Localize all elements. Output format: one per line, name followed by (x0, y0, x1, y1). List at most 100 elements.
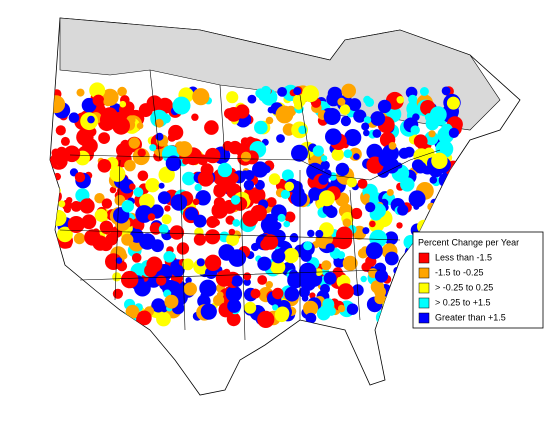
data-cell (346, 303, 359, 315)
data-cell (374, 269, 389, 283)
data-cell (121, 270, 139, 289)
legend-swatch (418, 252, 430, 264)
data-cell (99, 111, 118, 129)
data-cell (163, 250, 175, 263)
data-cell (323, 108, 341, 125)
data-cell (240, 151, 252, 162)
data-cell (408, 94, 418, 104)
data-cell (125, 304, 140, 319)
data-cell (433, 217, 449, 233)
data-cell (121, 233, 134, 246)
data-cell (103, 97, 113, 107)
data-cell (265, 116, 274, 125)
data-cell (339, 104, 351, 115)
data-cell (439, 191, 450, 202)
data-cell (322, 203, 334, 216)
data-cell (344, 129, 362, 147)
legend-box (412, 231, 544, 329)
data-cell (372, 129, 382, 138)
data-cell (429, 106, 447, 123)
data-cell (183, 282, 197, 296)
data-cell (353, 153, 360, 160)
data-cell (438, 191, 446, 199)
data-cell (156, 311, 171, 327)
data-cell (192, 198, 200, 206)
data-cell (55, 125, 66, 136)
data-cell (161, 214, 172, 225)
data-cell (308, 187, 322, 201)
data-cell (396, 314, 406, 324)
data-cell (94, 208, 108, 222)
data-cell (413, 134, 428, 149)
data-cell (105, 232, 118, 246)
data-cell (284, 211, 296, 223)
data-cell (253, 120, 268, 135)
data-cell (312, 145, 324, 157)
legend-swatch (418, 312, 430, 324)
data-cell (431, 152, 448, 169)
data-cell (414, 161, 427, 174)
data-cell (242, 210, 259, 227)
data-cell (397, 297, 407, 306)
data-cell (129, 183, 136, 190)
data-cell (197, 170, 214, 187)
data-cell (164, 294, 179, 309)
data-cell (402, 295, 409, 302)
data-cell (336, 226, 353, 244)
data-cell (196, 258, 205, 267)
data-cell (76, 128, 94, 146)
data-cell (363, 95, 372, 104)
data-cell (397, 204, 409, 216)
data-cell (167, 133, 176, 142)
data-cell (169, 225, 185, 240)
data-cell (435, 208, 447, 220)
data-cell (92, 94, 105, 107)
data-cell (89, 82, 106, 99)
data-cell (320, 160, 330, 170)
data-cell (73, 232, 86, 245)
data-cell (335, 162, 350, 177)
data-cell (331, 148, 344, 161)
data-cell (400, 177, 415, 192)
legend: Percent Change per Year Less than -1.5 -1… (412, 231, 544, 329)
data-cell (136, 310, 152, 326)
data-cell (94, 193, 105, 204)
data-cell (362, 227, 370, 235)
legend-label: > 0.25 to +1.5 (435, 297, 491, 307)
data-cell (149, 144, 157, 152)
data-cell (101, 198, 113, 209)
data-cell (386, 189, 394, 196)
data-cell (283, 220, 291, 228)
data-cell (441, 86, 451, 96)
data-cell (281, 169, 294, 182)
data-cell (365, 202, 376, 213)
data-cell (382, 306, 391, 315)
data-cell (396, 269, 410, 284)
data-cell (136, 122, 144, 130)
data-cell (218, 177, 232, 191)
data-cell (158, 182, 165, 189)
data-cell (216, 291, 224, 299)
data-cell (298, 286, 310, 298)
data-cell (375, 309, 392, 326)
data-cell (293, 87, 302, 96)
legend-items: Less than -1.5 -1.5 to -0.25 > -0.25 to 0.… (418, 252, 506, 324)
data-cell (54, 187, 61, 194)
data-cell (293, 190, 300, 197)
data-cell (109, 166, 126, 182)
legend-swatch (418, 297, 430, 309)
data-cell (367, 260, 374, 267)
data-cell (430, 212, 440, 223)
data-cell (353, 109, 367, 123)
data-cell (243, 272, 252, 281)
borders (59, 69, 441, 341)
data-cell (76, 88, 85, 97)
data-cell (244, 301, 257, 314)
data-cell (257, 310, 275, 328)
data-cell (97, 159, 112, 173)
data-cell (439, 193, 449, 202)
data-cell (74, 172, 86, 183)
data-cell (398, 147, 410, 159)
data-cell (337, 304, 346, 313)
data-cell (184, 207, 199, 221)
